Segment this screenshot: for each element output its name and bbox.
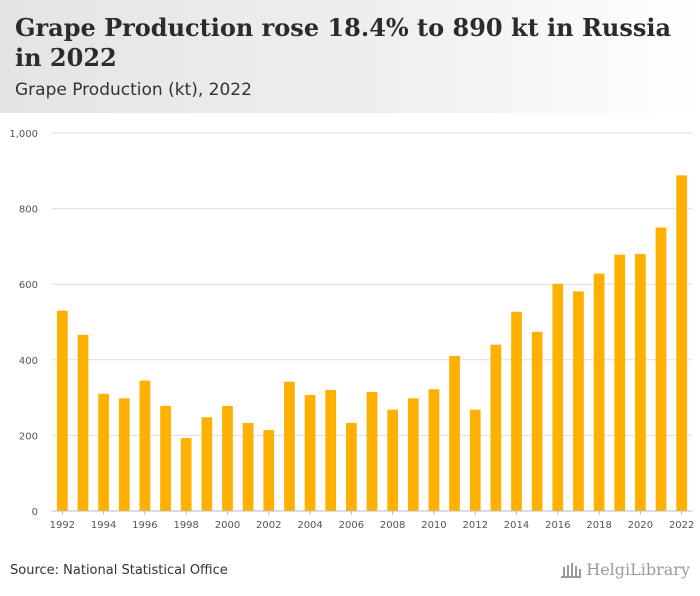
- bar-2003: [284, 381, 295, 511]
- bar-2007: [366, 391, 378, 511]
- x-tick-label: 1996: [132, 520, 157, 531]
- chart-title: Grape Production rose 18.4% to 890 kt in…: [15, 13, 672, 72]
- bar-2016: [552, 283, 564, 511]
- bar-2021: [655, 227, 667, 511]
- x-tick-label: 1998: [173, 520, 198, 531]
- bar-2022: [676, 175, 688, 511]
- x-tick-label: 2018: [586, 520, 611, 531]
- bar-2001: [242, 422, 254, 511]
- bars: [56, 175, 688, 511]
- bar-2013: [490, 344, 502, 511]
- bar-1998: [180, 438, 192, 511]
- x-tick-label: 2002: [256, 520, 281, 531]
- bar-2005: [325, 390, 337, 511]
- bar-2015: [531, 331, 543, 511]
- source-note: Source: National Statistical Office: [10, 563, 228, 578]
- bar-1992: [56, 310, 68, 511]
- x-tick-label: 2000: [215, 520, 240, 531]
- y-tick-label: 800: [19, 205, 38, 216]
- bar-1993: [77, 334, 89, 511]
- bar-2014: [511, 311, 522, 511]
- bar-2019: [614, 254, 626, 511]
- y-axis-tick-labels: 0 200 400 600 800 1,000: [9, 129, 38, 518]
- y-tick-label: 1,000: [9, 129, 38, 140]
- y-tick-label: 400: [19, 356, 38, 367]
- bar-2008: [387, 409, 399, 511]
- bar-1995: [118, 398, 130, 511]
- bar-chart: 0 200 400 600 800 1,000 1992 1994 1996 1998 2000 2…: [9, 129, 694, 531]
- x-tick-label: 2016: [545, 520, 570, 531]
- bar-2012: [469, 409, 481, 511]
- x-tick-label: 1994: [91, 520, 116, 531]
- bar-1997: [160, 405, 171, 511]
- library-building-icon: [561, 562, 582, 578]
- bar-2020: [635, 253, 646, 511]
- bar-2002: [263, 430, 275, 511]
- logo-text: HelgiLibrary: [586, 560, 690, 579]
- x-tick-label: 2020: [628, 520, 653, 531]
- bar-2009: [407, 398, 419, 511]
- chart-subtitle: Grape Production (kt), 2022: [15, 80, 252, 100]
- bar-1994: [98, 393, 109, 511]
- x-tick-label: 2008: [380, 520, 405, 531]
- y-tick-label: 600: [19, 280, 38, 291]
- x-tick-label: 2006: [339, 520, 364, 531]
- y-tick-label: 0: [32, 507, 38, 518]
- x-axis-tick-labels: 1992 1994 1996 1998 2000 2002 2004 2006 2008 2010…: [50, 511, 694, 531]
- x-tick-label: 2014: [504, 520, 529, 531]
- y-tick-label: 200: [19, 431, 38, 442]
- x-tick-label: 2004: [297, 520, 322, 531]
- chart-header: Grape Production rose 18.4% to 890 kt in…: [0, 0, 700, 113]
- x-tick-label: 1992: [50, 520, 75, 531]
- bar-2011: [449, 356, 460, 511]
- x-tick-label: 2012: [462, 520, 487, 531]
- bar-2006: [345, 422, 357, 511]
- x-tick-label: 2010: [421, 520, 446, 531]
- bar-1999: [201, 417, 213, 511]
- gridlines: [52, 132, 692, 436]
- x-tick-label: 2022: [669, 520, 694, 531]
- helgi-library-logo: HelgiLibrary: [560, 560, 690, 579]
- bar-2010: [428, 389, 440, 511]
- bar-2004: [304, 394, 316, 511]
- bar-2018: [593, 273, 605, 511]
- bar-2017: [573, 291, 584, 511]
- bar-2000: [222, 405, 233, 511]
- bar-1996: [139, 380, 151, 511]
